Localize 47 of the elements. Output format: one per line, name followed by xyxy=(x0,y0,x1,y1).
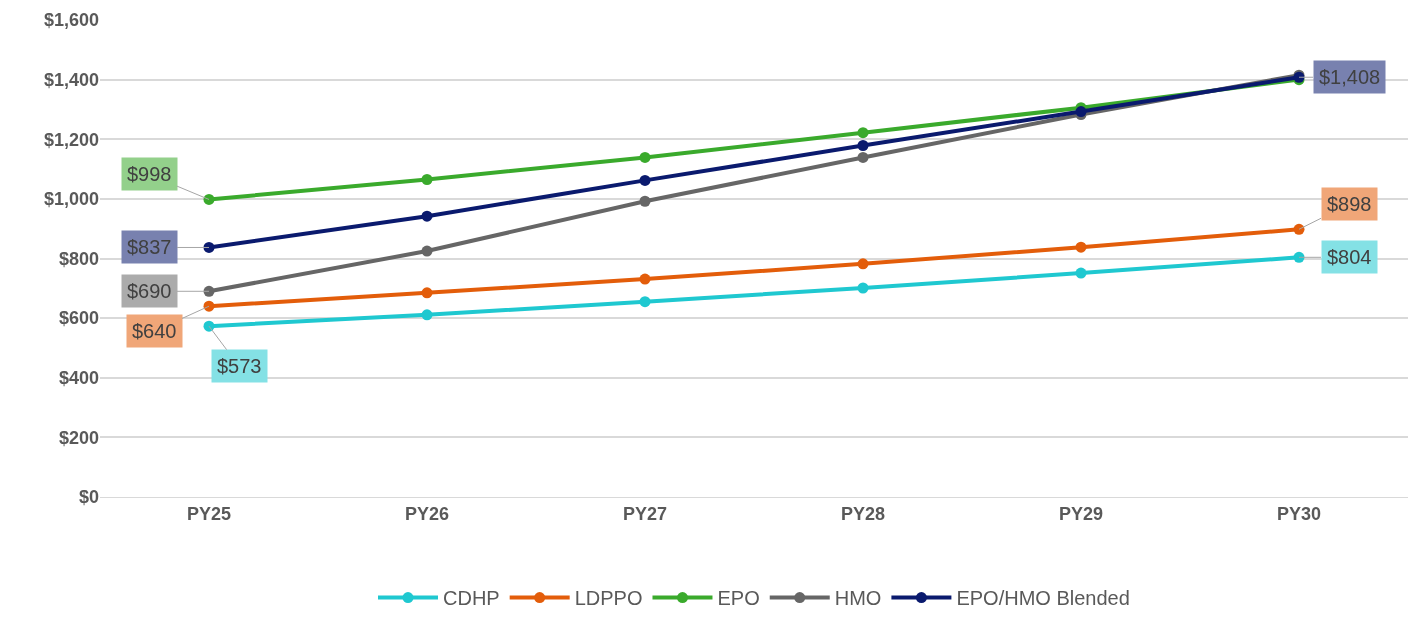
point xyxy=(639,296,651,308)
x-tick-label: PY29 xyxy=(1058,503,1104,524)
point xyxy=(857,282,869,294)
point xyxy=(639,273,651,285)
y-tick-label: $400 xyxy=(58,368,99,389)
y-tick-label: $0 xyxy=(78,487,99,508)
data-label: $898 xyxy=(1327,193,1372,215)
y-tick-label: $800 xyxy=(58,248,99,269)
data-label: $690 xyxy=(127,280,172,302)
point xyxy=(203,241,215,253)
point xyxy=(857,151,869,163)
point xyxy=(1075,241,1087,253)
point xyxy=(1075,267,1087,279)
x-tick-label: PY30 xyxy=(1276,503,1322,524)
data-label: $837 xyxy=(127,236,172,258)
point xyxy=(1293,251,1305,263)
x-tick-label: PY25 xyxy=(186,503,232,524)
legend-label: LDPPO xyxy=(574,587,643,610)
x-tick-label: PY27 xyxy=(622,503,668,524)
legend-label: EPO/HMO Blended xyxy=(956,587,1130,610)
y-tick-label: $1,200 xyxy=(43,129,99,150)
point xyxy=(421,210,433,222)
data-label: $998 xyxy=(127,163,172,185)
data-label: $804 xyxy=(1327,246,1372,268)
legend-label: CDHP xyxy=(443,587,500,610)
y-tick-label: $1,400 xyxy=(43,69,99,90)
y-tick-label: $1,000 xyxy=(43,189,99,210)
data-label: $1,408 xyxy=(1319,66,1381,88)
point xyxy=(421,245,433,257)
legend-label: EPO xyxy=(717,587,760,610)
x-tick-label: PY28 xyxy=(840,503,886,524)
point xyxy=(857,140,869,152)
point xyxy=(857,127,869,139)
point xyxy=(639,151,651,163)
legend-label: HMO xyxy=(834,587,882,610)
point xyxy=(421,309,433,321)
data-label: $573 xyxy=(217,355,262,377)
data-label: $640 xyxy=(132,320,177,342)
point xyxy=(639,195,651,207)
y-tick-label: $1,600 xyxy=(43,10,99,31)
point xyxy=(639,174,651,186)
y-tick-label: $600 xyxy=(58,308,99,329)
point xyxy=(857,258,869,270)
point xyxy=(421,287,433,299)
x-tick-label: PY26 xyxy=(404,503,450,524)
y-tick-label: $200 xyxy=(58,427,99,448)
point xyxy=(421,174,433,185)
